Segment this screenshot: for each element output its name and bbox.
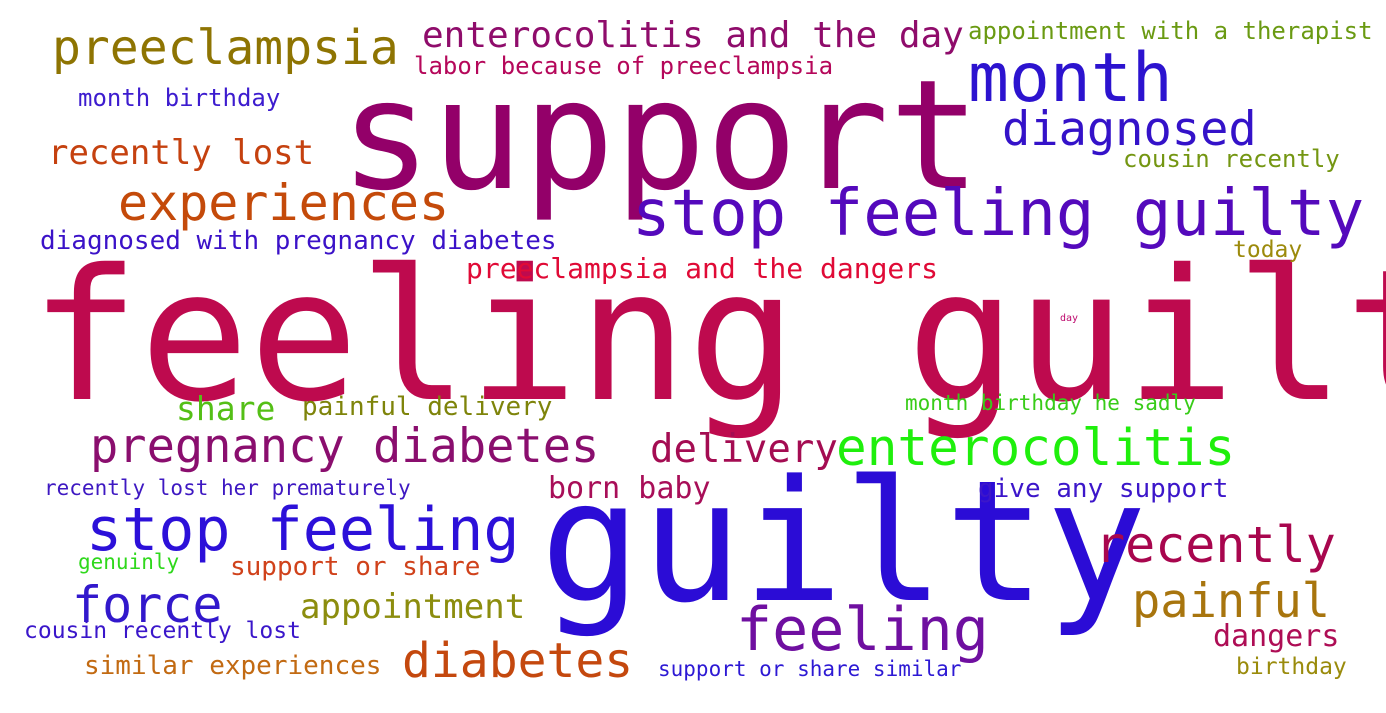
- word-appointment-with-a-therapist: appointment with a therapist: [968, 17, 1373, 45]
- word-cousin-recently: cousin recently: [1123, 145, 1340, 173]
- word-force: force: [72, 576, 223, 634]
- word-stop-feeling: stop feeling: [86, 495, 520, 565]
- word-support: support: [340, 47, 981, 224]
- word-diagnosed-with-pregnancy-diabetes: diagnosed with pregnancy diabetes: [40, 226, 557, 256]
- word-dangers: dangers: [1213, 619, 1340, 654]
- word-support-or-share: support or share: [230, 552, 481, 582]
- word-painful: painful: [1132, 574, 1331, 629]
- word-day: day: [1060, 313, 1079, 324]
- word-pregnancy-diabetes: pregnancy diabetes: [90, 419, 600, 474]
- word-guilty: guilty: [540, 444, 1147, 640]
- word-preeclampsia-and-the-dangers: preeclampsia and the dangers: [466, 252, 939, 285]
- word-recently: recently: [1095, 516, 1336, 574]
- word-support-or-share-similar: support or share similar: [658, 657, 962, 681]
- word-share: share: [176, 389, 276, 428]
- word-diagnosed: diagnosed: [1002, 102, 1257, 157]
- word-painful-delivery: painful delivery: [302, 392, 553, 422]
- word-recently-lost: recently lost: [48, 133, 315, 173]
- word-diabetes: diabetes: [402, 633, 634, 689]
- word-born-baby: born baby: [548, 471, 711, 506]
- word-preeclampsia: preeclampsia: [52, 20, 399, 76]
- word-cousin-recently-lost: cousin recently lost: [24, 618, 301, 644]
- word-recently-lost-her-prematurely: recently lost her prematurely: [44, 476, 411, 500]
- word-appointment: appointment: [300, 587, 526, 627]
- word-enterocolitis: enterocolitis: [836, 419, 1236, 478]
- word-month-birthday: month birthday: [78, 84, 281, 112]
- word-enterocolitis-and-the-day: enterocolitis and the day: [422, 15, 964, 56]
- word-experiences: experiences: [118, 174, 450, 232]
- word-give-any-support: give any support: [978, 474, 1229, 504]
- word-feeling: feeling: [736, 595, 989, 665]
- word-today: today: [1233, 237, 1303, 263]
- word-month: month: [968, 39, 1173, 118]
- word-month-birthday-he-sadly: month birthday he sadly: [905, 391, 1196, 415]
- word-genuinly: genuinly: [78, 550, 180, 574]
- word-similar-experiences: similar experiences: [84, 651, 382, 681]
- word-birthday: birthday: [1236, 654, 1347, 680]
- word-stop-feeling-guilty: stop feeling guilty: [632, 177, 1365, 251]
- word-feeling-guilty: feeling guilty: [30, 230, 1386, 442]
- word-labor-because-of-preeclampsia: labor because of preeclampsia: [414, 52, 834, 80]
- word-delivery: delivery: [650, 427, 838, 472]
